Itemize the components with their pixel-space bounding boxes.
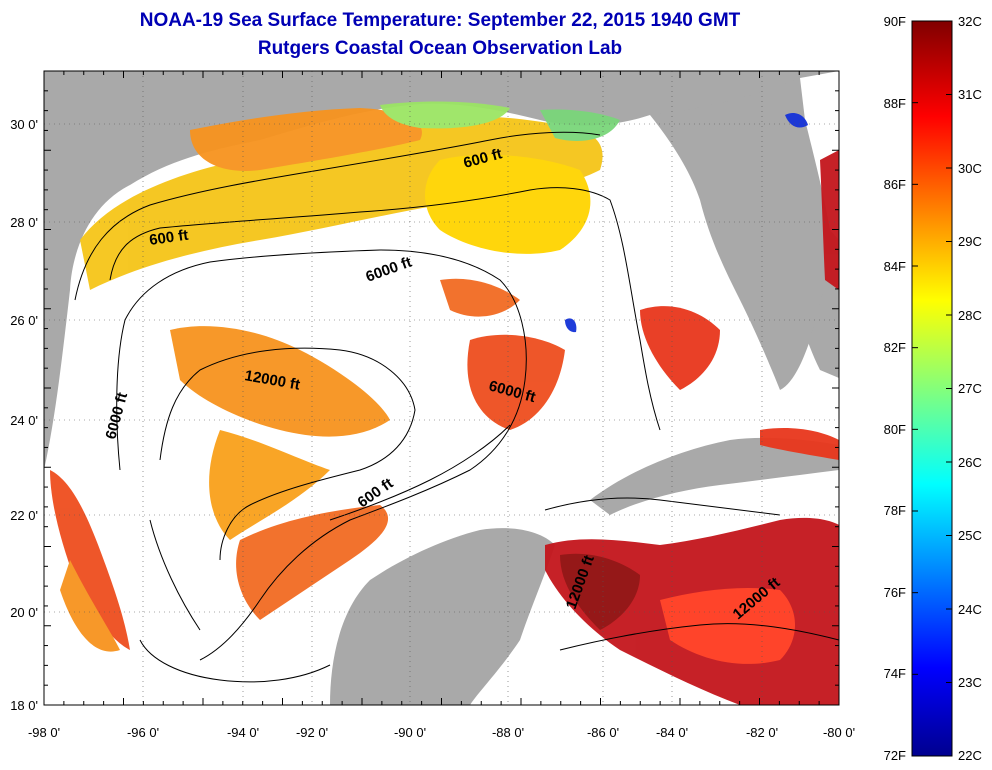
lon-label: -98 0' [28, 725, 60, 740]
colorbar-c-label: 24C [958, 602, 982, 617]
map-title: NOAA-19 Sea Surface Temperature: Septemb… [139, 10, 741, 31]
lon-label: -86 0' [587, 725, 619, 740]
colorbar-f-label: 74F [884, 666, 906, 681]
colorbar-gradient [911, 20, 953, 757]
colorbar-c-label: 23C [958, 675, 982, 690]
longitude-labels: -98 0' -96 0' -94 0' -92 0' -90 0' -88 0… [28, 725, 855, 740]
colorbar-ticks [912, 20, 952, 757]
cuba-land [590, 437, 839, 515]
colorbar-f-label: 76F [884, 585, 906, 600]
lon-label: -94 0' [227, 725, 259, 740]
colorbar-f-label: 72F [884, 748, 906, 763]
colorbar-c-label: 25C [958, 528, 982, 543]
lon-label: -84 0' [656, 725, 688, 740]
colorbar-c-label: 28C [958, 308, 982, 323]
axis-ticks [43, 70, 840, 706]
lat-label: 28 0' [10, 215, 38, 230]
colorbar-f-label: 90F [884, 14, 906, 29]
lat-label: 30 0' [10, 117, 38, 132]
lat-label: 22 0' [10, 508, 38, 523]
lon-label: -96 0' [127, 725, 159, 740]
map-subtitle: Rutgers Coastal Ocean Observation Lab [257, 38, 623, 59]
colorbar-f-label: 80F [884, 422, 906, 437]
lat-label: 18 0' [10, 698, 38, 713]
bathymetry-contours [74, 131, 839, 683]
lon-label: -80 0' [823, 725, 855, 740]
lon-label: -92 0' [296, 725, 328, 740]
graticule [44, 71, 839, 705]
colorbar-c-label: 26C [958, 455, 982, 470]
lat-label: 20 0' [10, 605, 38, 620]
colorbar-f-label: 84F [884, 259, 906, 274]
contour-label: 600 ft [148, 227, 189, 249]
colorbar-c-label: 32C [958, 14, 982, 29]
colorbar-f-label: 86F [884, 177, 906, 192]
florida-land [650, 71, 839, 390]
lon-label: -82 0' [746, 725, 778, 740]
colorbar-f-label: 78F [884, 503, 906, 518]
lon-label: -88 0' [492, 725, 524, 740]
colorbar: 90F 88F 86F 84F 82F 80F 78F 76F 74F 72F … [884, 14, 982, 763]
latitude-labels: 30 0' 28 0' 26 0' 24 0' 22 0' 20 0' 18 0… [10, 117, 38, 713]
colorbar-c-label: 29C [958, 234, 982, 249]
colorbar-c-label: 22C [958, 748, 982, 763]
lon-label: -90 0' [394, 725, 426, 740]
colorbar-f-label: 82F [884, 340, 906, 355]
colorbar-c-label: 31C [958, 87, 982, 102]
lat-label: 26 0' [10, 313, 38, 328]
colorbar-c-label: 27C [958, 381, 982, 396]
lat-label: 24 0' [10, 413, 38, 428]
colorbar-f-label: 88F [884, 96, 906, 111]
yucatan-land [330, 528, 555, 705]
colorbar-c-label: 30C [958, 161, 982, 176]
sst-overlay [50, 101, 839, 705]
